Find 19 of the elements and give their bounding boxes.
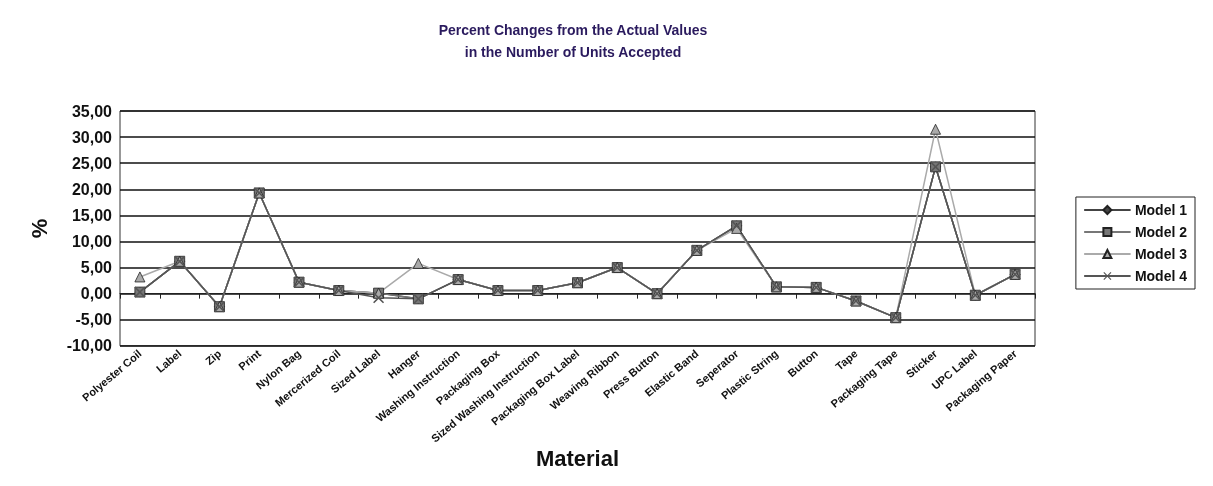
y-tick-label: -10,00 — [66, 337, 113, 355]
legend-label: Model 2 — [1134, 224, 1188, 240]
y-tick-label: 10,00 — [71, 232, 113, 250]
legend-label: Model 1 — [1134, 202, 1188, 218]
chart-title: Percent Changes from the Actual Values in the Number of Units Accepted — [438, 22, 708, 60]
x-axis-title: Material — [535, 445, 620, 471]
y-tick-label: 20,00 — [71, 180, 113, 198]
y-tick-label: -5,00 — [75, 311, 113, 329]
y-axis-title: % — [26, 218, 52, 239]
x-tick-label: Tape — [833, 347, 860, 373]
x-tick-label: Zip — [202, 347, 224, 368]
y-tick-label: 15,00 — [71, 206, 113, 224]
y-tick-label: 30,00 — [71, 128, 113, 146]
y-tick-label: 0,00 — [80, 285, 113, 303]
y-tick-label: 35,00 — [71, 102, 113, 120]
y-tick-label: 25,00 — [71, 154, 113, 172]
y-tick-label: 5,00 — [80, 259, 113, 277]
legend-label: Model 3 — [1134, 246, 1188, 262]
legend-label: Model 4 — [1134, 268, 1188, 284]
